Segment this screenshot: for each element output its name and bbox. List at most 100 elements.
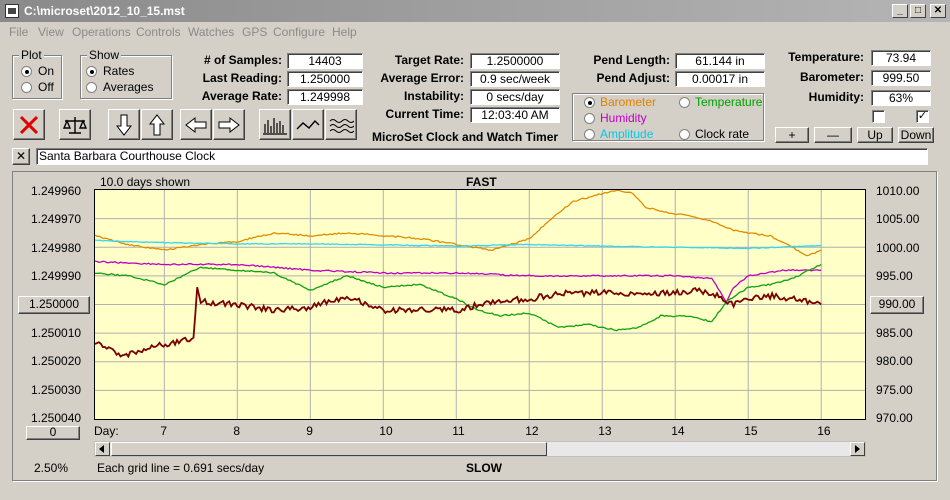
humidity-field: 63% [871, 90, 931, 106]
y-left-tick: 1.250030 [31, 383, 82, 397]
sensor-temperature-radio[interactable] [679, 97, 690, 108]
menu-view[interactable]: View [38, 25, 64, 39]
x-tick-label: 13 [598, 424, 612, 438]
humidity-label: Humidity: [808, 90, 864, 104]
show-averages-label: Averages [103, 80, 154, 94]
pend-adjust-field[interactable]: 0.00017 in [675, 71, 765, 87]
target-rate-field[interactable]: 1.2500000 [470, 53, 560, 69]
sensor-options-group [572, 93, 764, 141]
pend-adjust-label: Pend Adjust: [596, 71, 670, 85]
y-right-tick: 1000.00 [876, 241, 920, 255]
program-title: MicroSet Clock and Watch Timer [372, 130, 559, 144]
close-button[interactable]: ✕ [930, 4, 946, 18]
clear-clock-button[interactable]: ✕ [12, 148, 30, 165]
env-up-button[interactable]: Up [857, 127, 893, 143]
samples-label: # of Samples: [203, 53, 282, 67]
arrow-up-button[interactable] [141, 109, 173, 140]
y-left-tick: 1.249990 [31, 269, 82, 283]
y-center-button[interactable]: 1.250000 [18, 296, 90, 314]
average-rate-label: Average Rate: [201, 89, 282, 103]
samples-field: 14403 [287, 53, 363, 69]
maximize-button[interactable]: □ [910, 4, 926, 18]
red-x-icon [19, 115, 39, 134]
instability-field: 0 secs/day [470, 89, 560, 105]
bar-chart-icon [263, 117, 287, 135]
pend-length-field[interactable]: 61.144 in [675, 53, 765, 69]
average-error-label: Average Error: [380, 71, 464, 85]
balance-button[interactable] [59, 109, 91, 140]
arrow-down-button[interactable] [108, 109, 140, 140]
show-rates-radio[interactable] [86, 66, 97, 77]
horizontal-scrollbar[interactable] [94, 441, 866, 457]
y-left-tick: 1.250040 [31, 411, 82, 425]
target-rate-label: Target Rate: [394, 53, 464, 67]
wave-view-button[interactable] [325, 109, 357, 140]
menu-gps[interactable]: GPS [242, 25, 268, 39]
arrow-right-button[interactable] [213, 109, 245, 140]
arrow-right-icon [218, 116, 240, 133]
plot-on-radio[interactable] [21, 66, 32, 77]
x-tick-label: 7 [160, 424, 168, 438]
y-right-tick: 980.00 [876, 354, 913, 368]
sensor-humidity-label: Humidity [600, 111, 647, 125]
x-tick-label: 12 [525, 424, 539, 438]
x-tick-label: 11 [452, 424, 465, 438]
menu-configure[interactable]: Configure [273, 25, 326, 39]
instability-label: Instability: [403, 89, 464, 103]
menu-help[interactable]: Help [332, 25, 357, 39]
scroll-right-button[interactable] [850, 442, 865, 456]
average-error-field: 0.9 sec/week [470, 71, 560, 87]
temperature-field: 73.94 [871, 50, 931, 66]
env-plus-button[interactable]: + [775, 127, 809, 143]
zoom-level: 2.50% [34, 461, 69, 475]
days-shown-label: 10.0 days shown [100, 175, 191, 189]
plot-off-label: Off [38, 80, 54, 94]
title-bar: C:\microset\2012_10_15.mst _ □ ✕ [0, 0, 950, 22]
sensor-amplitude-radio[interactable] [584, 129, 595, 140]
sensor-humidity-radio[interactable] [584, 113, 595, 124]
grid-note: Each grid line = 0.691 secs/day [97, 461, 265, 475]
arrow-down-icon [115, 114, 133, 136]
y-left-tick: 1.249970 [31, 212, 82, 226]
stop-button[interactable] [13, 109, 45, 140]
line-view-button[interactable] [292, 109, 324, 140]
average-rate-field: 1.249998 [287, 89, 363, 105]
env-minus-button[interactable]: — [814, 127, 852, 143]
wave-icon [329, 118, 354, 133]
series-line-humidity [95, 260, 822, 304]
env-down-button[interactable]: Down [898, 127, 934, 143]
menu-file[interactable]: File [9, 25, 29, 39]
plot-off-radio[interactable] [21, 82, 32, 93]
arrow-left-icon [185, 116, 207, 133]
sensor-clockrate-radio[interactable] [679, 129, 690, 140]
menu-watches[interactable]: Watches [188, 25, 235, 39]
sensor-barometer-radio[interactable] [584, 97, 595, 108]
plot-area[interactable] [94, 189, 866, 420]
slow-label: SLOW [466, 461, 502, 475]
env-checkbox-1[interactable] [872, 110, 885, 123]
y-offset-button[interactable]: 0 [26, 426, 80, 440]
show-averages-radio[interactable] [86, 82, 97, 93]
x-tick-label: 14 [671, 424, 685, 438]
minimize-button[interactable]: _ [892, 4, 908, 18]
bar-view-button[interactable] [259, 109, 291, 140]
env-checkbox-2[interactable]: ✓ [916, 110, 929, 123]
scroll-thumb[interactable] [111, 442, 547, 456]
x-tick-label: 8 [233, 424, 240, 438]
last-reading-field: 1.250000 [287, 71, 363, 87]
y-right-tick: 1005.00 [876, 212, 920, 226]
series-line-amplitude [95, 239, 822, 250]
y-left-tick: 1.250020 [31, 354, 82, 368]
menu-bar: File View Operations Controls Watches GP… [0, 22, 950, 42]
menu-operations[interactable]: Operations [72, 25, 131, 39]
y-right-tick: 1010.00 [876, 184, 920, 198]
x-tick-label: 16 [817, 424, 831, 438]
menu-controls[interactable]: Controls [136, 25, 181, 39]
clock-name-field[interactable]: Santa Barbara Courthouse Clock [36, 148, 928, 165]
y-right-center-button[interactable]: 990.00 [870, 296, 924, 314]
current-time-label: Current Time: [385, 107, 464, 121]
sensor-amplitude-label: Amplitude [600, 127, 654, 141]
scroll-left-button[interactable] [95, 442, 110, 456]
arrow-left-button[interactable] [180, 109, 212, 140]
plot-group: Plot [12, 48, 62, 99]
